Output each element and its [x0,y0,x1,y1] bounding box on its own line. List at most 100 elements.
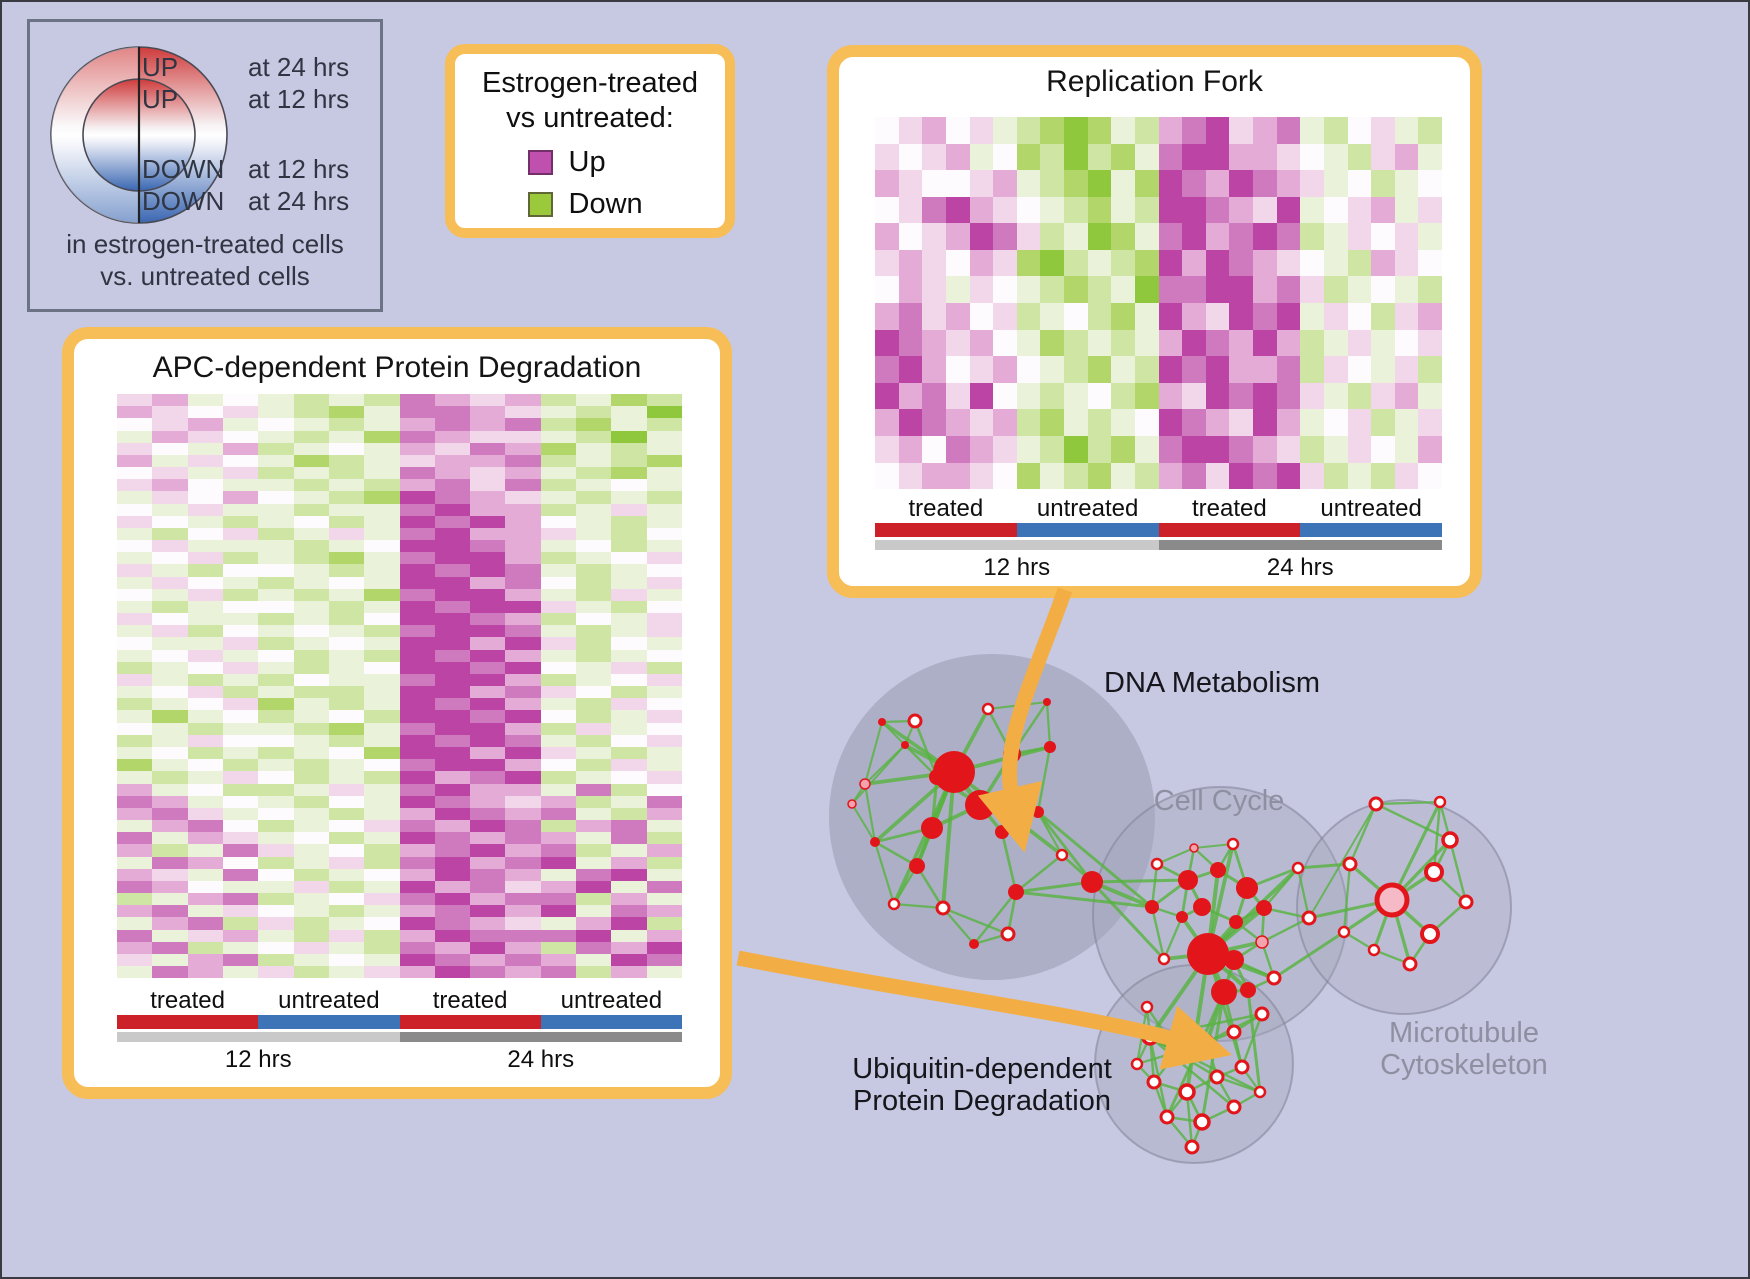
heatmap-cell [1111,435,1135,463]
network-edge [952,707,990,774]
heatmap-cell [646,552,682,565]
heatmap-cell [364,491,400,504]
heatmap-cell [1371,223,1395,250]
network-edge [1232,1012,1264,1034]
network-edge [1308,803,1377,919]
heatmap-cell [646,905,682,918]
heatmap-cell [399,710,435,723]
heatmap-cell [1111,303,1135,330]
network-edge [1010,745,1052,756]
heatmap-cell [434,394,471,407]
heatmap-cell [898,223,923,250]
network-node [1193,1113,1211,1131]
heatmap-cell [540,953,577,967]
heatmap-cell [399,661,435,674]
heatmap-cell [1205,170,1230,197]
heatmap-cell [187,576,223,589]
heatmap-cell [969,382,994,410]
heatmap-cell [1300,276,1324,304]
heatmap-cell [117,941,153,954]
heatmap-cell [470,394,506,407]
heatmap-cell [470,661,506,674]
heatmap-cell [576,698,612,711]
network-edge [941,770,956,910]
heatmap-cell [258,746,294,760]
heatmap-cell [505,734,541,747]
heatmap-cell [364,807,400,821]
heatmap-cell [611,625,647,638]
heatmap-cell [364,722,400,735]
heatmap-cell [470,783,506,796]
heatmap-row [117,746,682,760]
heatmap-cell [611,734,647,747]
heatmap-row [117,527,682,541]
heatmap-cell [399,832,435,845]
heatmap-cell [152,649,188,662]
heatmap-cell [117,868,153,881]
heatmap-cell [399,649,435,662]
heatmap-cell [364,454,400,468]
heatmap-cell [399,613,435,626]
network-edge [1000,830,1018,894]
heatmap-cell [258,795,294,808]
heatmap-cell [187,467,223,480]
network-edge [1135,1005,1149,1066]
heatmap-cell [470,527,506,541]
heatmap-cell [875,382,899,410]
network-edge [1260,906,1266,944]
network-edge [903,743,956,774]
network-edge [892,864,919,906]
heatmap-cell [540,649,577,662]
heatmap-cell [328,515,365,528]
heatmap-cell [646,600,682,614]
heatmap-cell [540,540,577,553]
heatmap-cell [328,844,365,857]
heatmap-cell [328,734,365,747]
heatmap-cell [1276,435,1301,463]
heatmap-cell [1087,196,1112,224]
heatmap-cell [1371,276,1395,304]
heatmap-cell [399,893,435,906]
heatmap-cell [611,771,647,784]
heatmap-cell [1394,303,1419,330]
heatmap-cell [434,454,471,468]
heatmap-cell [505,600,541,614]
network-edge [1155,846,1196,866]
apc-degradation-heatmap [117,394,682,979]
network-edge [1186,868,1220,882]
heatmap-row [117,673,682,687]
heatmap-cell [1111,249,1135,277]
heatmap-cell [1134,249,1159,277]
heatmap-cell [399,686,435,699]
heatmap-cell [540,406,577,419]
heatmap-cell [187,856,223,869]
network-edge [1180,915,1210,956]
heatmap-row [117,564,682,577]
heatmap-cell [152,661,188,674]
heatmap-cell [1016,303,1041,330]
heatmap-cell [222,966,259,979]
heatmap-cell [470,917,506,930]
heatmap-cell [399,929,435,942]
heatmap-cell [434,795,471,808]
heatmap-cell [470,418,506,431]
reg-dir-label: UP [142,52,179,82]
heatmap-cell [399,673,435,687]
heatmap-cell [222,771,259,784]
heatmap-cell [1016,249,1041,277]
heatmap-cell [969,276,994,304]
heatmap-cell [470,771,506,784]
heatmap-cell [611,783,647,796]
network-edge [1000,810,1040,834]
heatmap-cell [1087,356,1112,383]
heatmap-cell [1205,356,1230,383]
heatmap-cell [1300,170,1324,197]
heatmap-cell [540,491,577,504]
heatmap-cell [576,880,612,894]
heatmap-cell [328,625,365,638]
heatmap-cell [1040,356,1064,383]
heatmap-cell [540,893,577,906]
heatmap-cell [399,856,435,869]
heatmap-cell [1087,143,1112,171]
heatmap-cell [222,929,259,942]
